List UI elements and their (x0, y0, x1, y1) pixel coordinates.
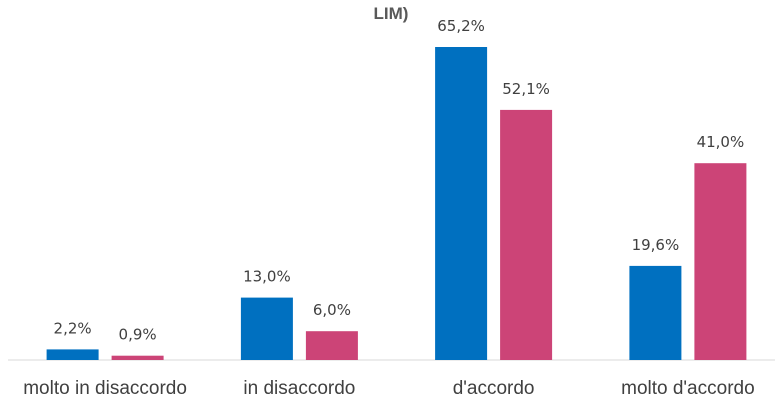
data-label-molto-d-accordo-series-1: 19,6% (632, 236, 680, 254)
bar-d-accordo-series-2 (500, 109, 553, 361)
bar-molto-in-disaccordo-series-1 (46, 349, 99, 360)
category-label-molto-in-disaccordo: molto in disaccordo (23, 378, 187, 399)
bar-d-accordo-series-1 (435, 47, 488, 360)
bar-molto-d-accordo-series-1 (629, 265, 682, 360)
data-label-in-disaccordo-series-2: 6,0% (313, 301, 351, 319)
data-label-molto-in-disaccordo-series-1: 2,2% (54, 319, 92, 337)
bar-molto-in-disaccordo-series-2 (111, 355, 164, 360)
data-label-molto-in-disaccordo-series-2: 0,9% (119, 326, 157, 344)
category-label-d-accordo: d'accordo (453, 378, 535, 399)
data-label-in-disaccordo-series-1: 13,0% (243, 268, 291, 286)
bar-molto-d-accordo-series-2 (694, 163, 747, 360)
category-label-in-disaccordo: in disaccordo (243, 378, 355, 399)
bar-in-disaccordo-series-2 (305, 331, 358, 360)
chart-title: LIM) (374, 4, 409, 23)
category-label-molto-d-accordo: molto d'accordo (621, 378, 755, 399)
data-label-d-accordo-series-1: 65,2% (437, 17, 485, 35)
bar-in-disaccordo-series-1 (240, 297, 293, 360)
data-label-molto-d-accordo-series-2: 41,0% (697, 133, 745, 151)
data-label-d-accordo-series-2: 52,1% (502, 80, 550, 98)
